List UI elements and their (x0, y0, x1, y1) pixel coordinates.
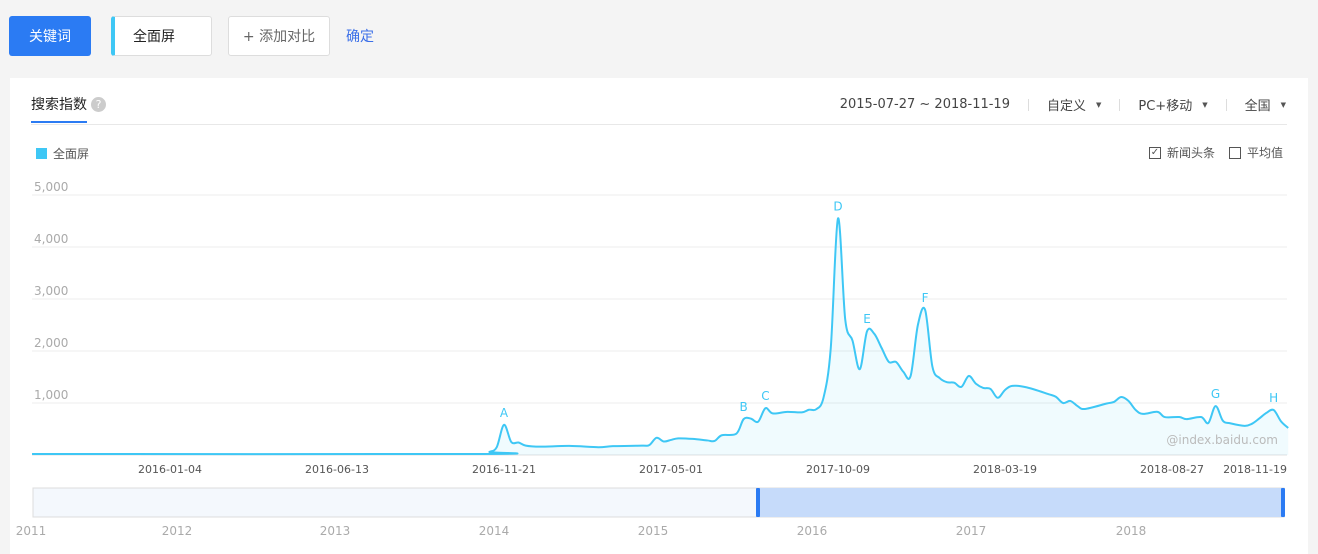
tab-label: 搜索指数 (31, 97, 87, 113)
annotation-marker[interactable]: D (833, 199, 842, 213)
x-tick-label: 2016-06-13 (305, 463, 369, 476)
confirm-link[interactable]: 确定 (346, 29, 374, 45)
x-tick-label: 2018-03-19 (973, 463, 1037, 476)
divider (31, 124, 1287, 125)
annotation-marker[interactable]: B (739, 400, 747, 414)
option-label: 平均值 (1246, 146, 1283, 160)
device-dropdown[interactable]: PC+移动 ▼ (1138, 95, 1207, 114)
navigator-year-label: 2018 (1116, 524, 1147, 538)
navigator-selection[interactable] (758, 488, 1283, 517)
question-circle-icon[interactable]: ? (91, 96, 106, 112)
legend-item[interactable]: 全面屏 (36, 145, 89, 162)
keyword-button[interactable]: 关键词 (9, 16, 91, 56)
x-tick-label: 2018-08-27 (1140, 463, 1204, 476)
annotation-marker[interactable]: H (1269, 391, 1278, 405)
y-tick-label: 5,000 (34, 180, 68, 194)
add-compare-button[interactable]: + 添加对比 (228, 16, 330, 56)
y-tick-label: 3,000 (34, 284, 68, 298)
search-index-panel: 搜索指数? 2015-07-27 ~ 2018-11-19 自定义 ▼ PC+移动… (10, 78, 1308, 554)
series-line[interactable] (32, 217, 1289, 456)
period-dropdown[interactable]: 自定义 ▼ (1047, 95, 1101, 114)
y-tick-label: 4,000 (34, 232, 68, 246)
caret-down-icon: ▼ (1280, 100, 1286, 109)
tab-search-index[interactable]: 搜索指数? (31, 94, 106, 114)
term-input[interactable]: 全面屏 (111, 16, 212, 56)
date-range[interactable]: 2015-07-27 ~ 2018-11-19 (839, 97, 1010, 112)
navigator-year-label: 2016 (797, 524, 828, 538)
region-dropdown[interactable]: 全国 ▼ (1245, 95, 1286, 114)
annotation-marker[interactable]: A (500, 406, 509, 420)
checkbox-checked-icon: ✓ (1148, 146, 1161, 159)
legend-label: 全面屏 (53, 147, 90, 161)
option-label: 新闻头条 (1166, 146, 1215, 160)
news-headline-checkbox[interactable]: ✓ 新闻头条 (1148, 144, 1215, 161)
caret-down-icon: ▼ (1202, 100, 1208, 109)
period-label: 自定义 (1046, 99, 1086, 114)
y-tick-label: 1,000 (34, 388, 68, 402)
navigator-year-label: 2013 (320, 524, 351, 538)
series-area (32, 218, 1289, 455)
x-tick-label: 2016-01-04 (138, 463, 202, 476)
device-label: PC+移动 (1138, 99, 1193, 114)
x-tick-label: 2016-11-21 (472, 463, 536, 476)
annotation-marker[interactable]: C (761, 389, 769, 403)
navigator-year-label: 2011 (16, 524, 47, 538)
x-tick-label: 2018-11-19 (1223, 463, 1287, 476)
navigator-year-label: 2015 (638, 524, 669, 538)
navigator-year-label: 2012 (162, 524, 193, 538)
tab-indicator (31, 121, 87, 123)
y-tick-label: 2,000 (34, 336, 68, 350)
average-checkbox[interactable]: 平均值 (1228, 144, 1283, 161)
annotation-marker[interactable]: E (863, 312, 871, 326)
checkbox-icon (1228, 146, 1241, 159)
caret-down-icon: ▼ (1096, 100, 1102, 109)
navigator-left-handle[interactable] (756, 488, 760, 517)
annotation-marker[interactable]: G (1211, 387, 1220, 401)
navigator-year-label: 2014 (479, 524, 510, 538)
region-label: 全国 (1244, 99, 1271, 114)
x-tick-label: 2017-05-01 (639, 463, 703, 476)
navigator-year-label: 2017 (956, 524, 987, 538)
navigator-right-handle[interactable] (1281, 488, 1285, 517)
annotation-marker[interactable]: F (922, 291, 929, 305)
x-tick-label: 2017-10-09 (806, 463, 870, 476)
watermark: @index.baidu.com (1166, 433, 1278, 447)
legend-swatch (36, 148, 47, 159)
